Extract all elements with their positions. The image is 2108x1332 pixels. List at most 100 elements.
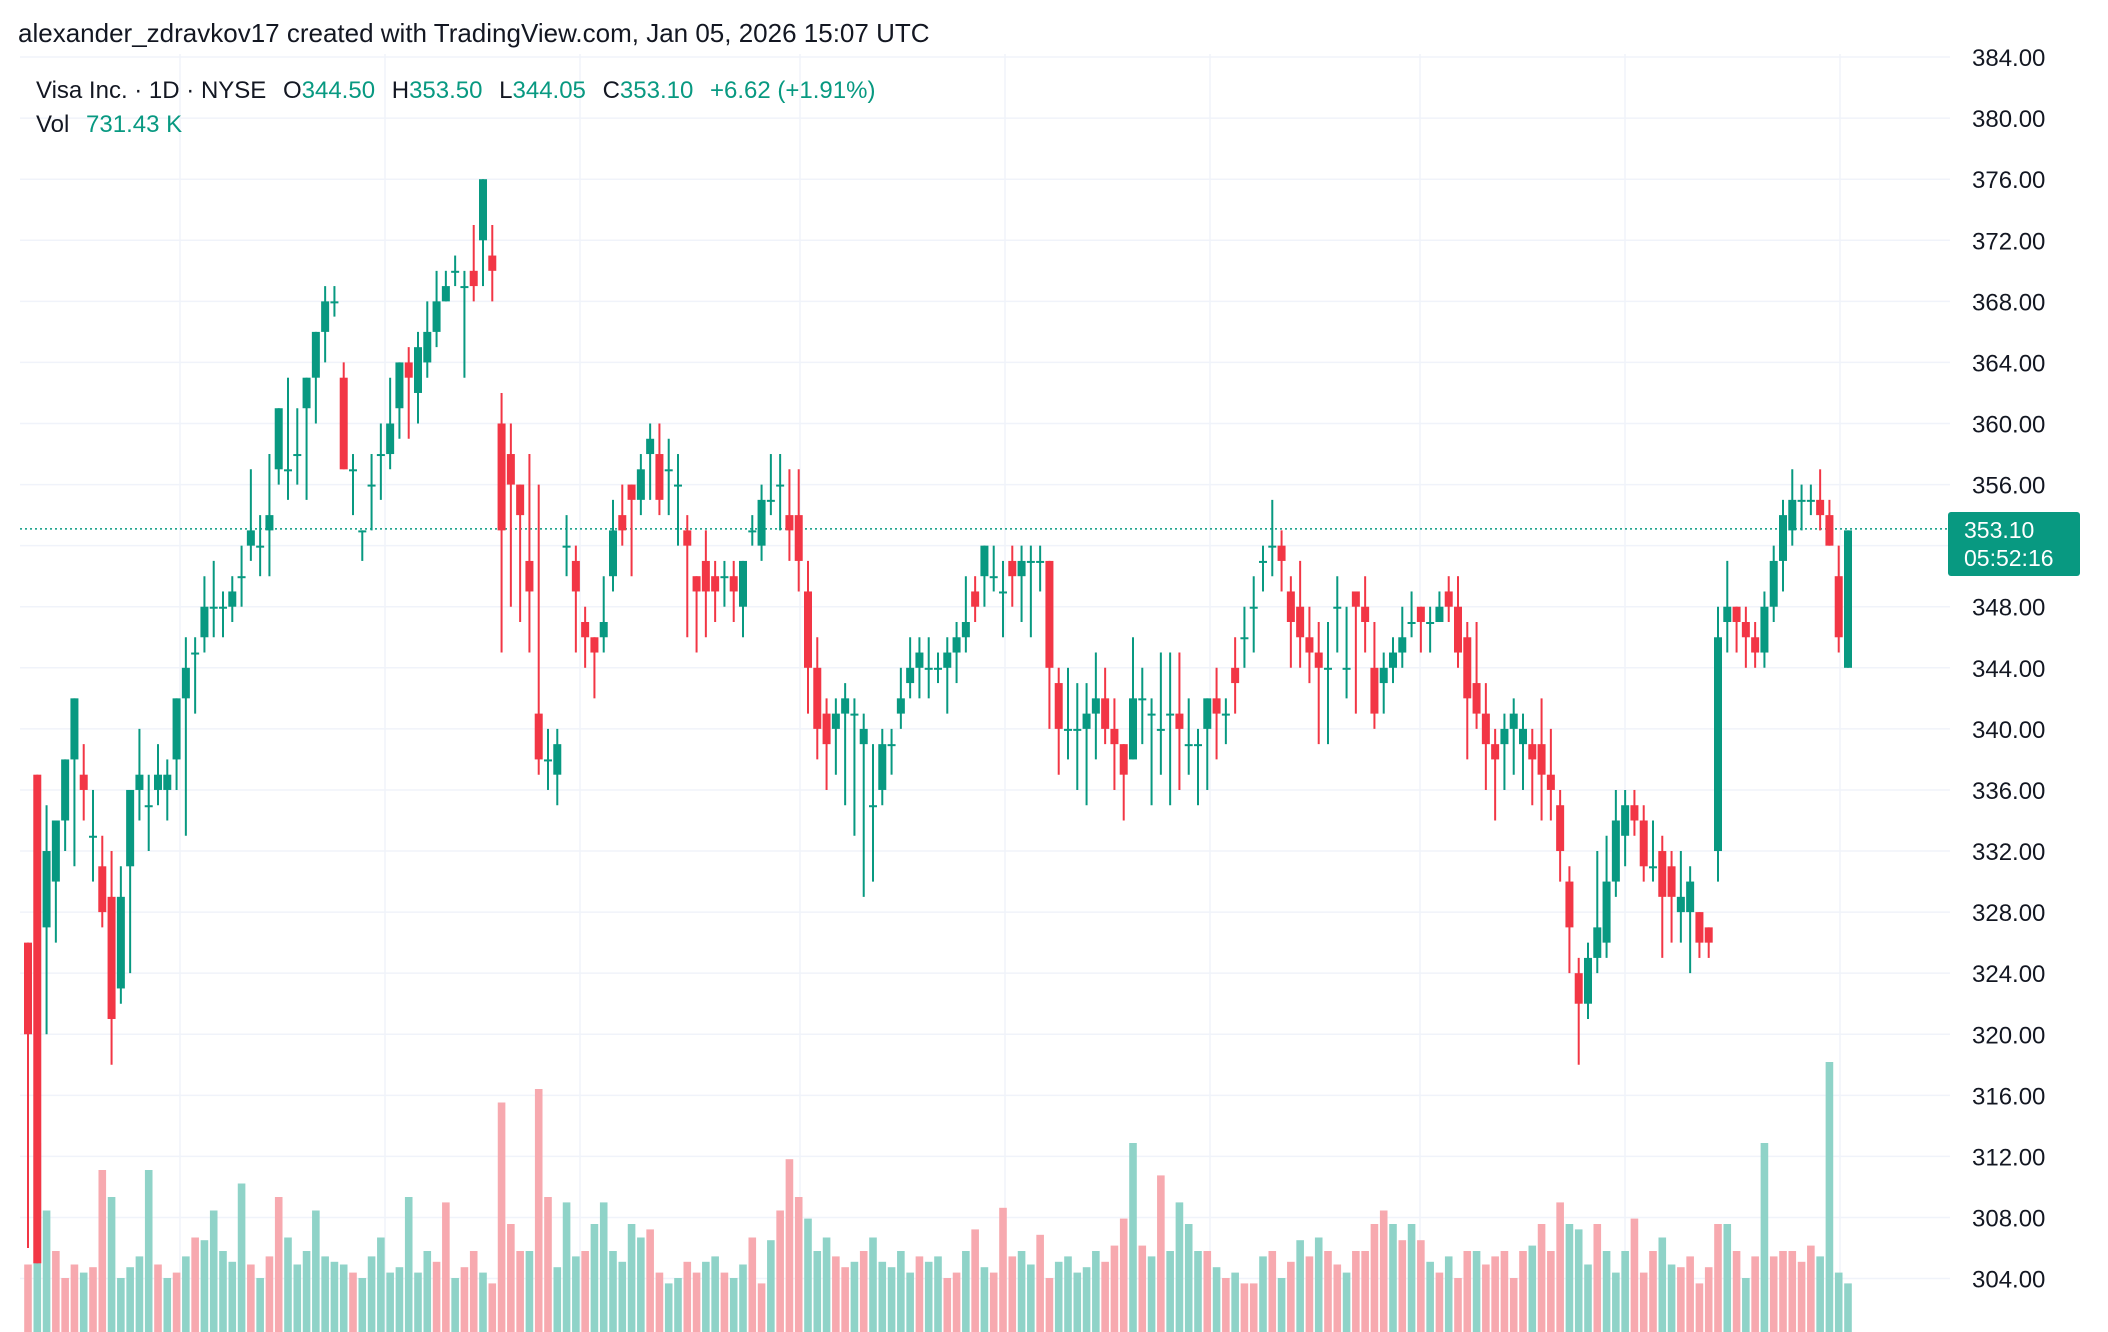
- volume-bar: [609, 1251, 617, 1332]
- candle-body: [506, 454, 515, 485]
- volume-bar: [191, 1237, 199, 1332]
- candle-body: [70, 698, 79, 760]
- close-label: C: [602, 77, 620, 104]
- volume-bar: [256, 1278, 264, 1332]
- volume-bar: [1723, 1224, 1732, 1332]
- candle-body: [1416, 606, 1425, 622]
- candle-body: [24, 942, 32, 1035]
- volume-bar: [488, 1283, 497, 1332]
- volume-bar: [794, 1197, 803, 1332]
- candle-body: [367, 484, 376, 487]
- volume-bar: [1249, 1283, 1258, 1332]
- volume-bar: [1556, 1202, 1564, 1332]
- candle-body: [822, 713, 831, 745]
- volume-bar: [98, 1170, 107, 1332]
- candle-body: [1091, 698, 1100, 714]
- candle-body: [209, 606, 218, 609]
- volume-bar: [293, 1264, 302, 1332]
- y-tick-label: 304.00: [1972, 1267, 2045, 1294]
- volume-bar: [144, 1170, 153, 1332]
- candle-body: [841, 698, 850, 714]
- volume-bar: [209, 1210, 218, 1332]
- candle-body: [1602, 881, 1611, 943]
- candle-body: [1611, 820, 1620, 882]
- volume-bar: [497, 1102, 506, 1332]
- volume-bar: [89, 1267, 97, 1332]
- y-tick-label: 344.00: [1972, 656, 2045, 683]
- volume-bar: [1426, 1261, 1434, 1332]
- candle-body: [1398, 637, 1407, 653]
- candle-body: [544, 759, 552, 762]
- candle-body: [1194, 744, 1202, 747]
- volume-bar: [70, 1264, 79, 1332]
- candle-body: [1509, 713, 1518, 729]
- volume-bar: [1807, 1245, 1815, 1332]
- volume-bar: [1119, 1218, 1128, 1332]
- candle-body: [571, 560, 580, 592]
- candle-body: [924, 667, 933, 670]
- volume-bar: [1129, 1143, 1137, 1332]
- y-tick-label: 316.00: [1972, 1083, 2045, 1110]
- volume-bar: [1491, 1256, 1499, 1332]
- candle-body: [376, 454, 385, 457]
- candle-body: [358, 530, 367, 533]
- volume-bar: [247, 1264, 255, 1332]
- volume-value: 731.43 K: [86, 111, 183, 138]
- volume-bar: [1630, 1218, 1639, 1332]
- candle-body: [683, 530, 692, 546]
- volume-bar: [321, 1256, 329, 1332]
- candle-body: [1184, 744, 1193, 747]
- candle-body: [144, 805, 153, 808]
- candle-body: [1156, 728, 1165, 731]
- volume-bar: [61, 1278, 69, 1332]
- candle-body: [386, 423, 395, 455]
- volume-bar: [1463, 1251, 1472, 1332]
- volume-bar: [1537, 1224, 1546, 1332]
- candle-body: [135, 774, 144, 790]
- volume-bar: [1027, 1264, 1035, 1332]
- volume-bar: [451, 1278, 459, 1332]
- volume-bar: [1500, 1251, 1509, 1332]
- volume-bar: [182, 1256, 190, 1332]
- y-tick-label: 368.00: [1972, 289, 2045, 316]
- candle-body: [878, 744, 887, 790]
- volume-bar: [1649, 1251, 1657, 1332]
- close-value: 353.10: [619, 77, 694, 104]
- candle-body: [1166, 713, 1175, 716]
- symbol-label[interactable]: Visa Inc. · 1D · NYSE: [36, 77, 267, 104]
- candle-body: [1333, 606, 1342, 609]
- volume-bar: [1779, 1251, 1787, 1332]
- candle-body: [1435, 606, 1444, 622]
- candle-body: [1676, 896, 1685, 913]
- volume-bar: [637, 1237, 645, 1332]
- candle-body: [896, 698, 905, 714]
- candle-body: [488, 255, 497, 271]
- volume-bar: [952, 1272, 961, 1332]
- volume-bar: [1509, 1278, 1518, 1332]
- watermark-header: alexander_zdravkov17 created with Tradin…: [18, 18, 930, 48]
- candle-body: [943, 652, 952, 668]
- volume-bar: [1324, 1251, 1332, 1332]
- volume-bar: [1686, 1256, 1694, 1332]
- candle-body: [915, 652, 924, 668]
- candle-body: [1658, 851, 1667, 897]
- volume-bar: [1064, 1256, 1072, 1332]
- volume-bar: [107, 1197, 116, 1332]
- candle-body: [1834, 576, 1843, 638]
- volume-bar: [813, 1251, 822, 1332]
- candle-body: [154, 774, 162, 790]
- volume-bar: [702, 1261, 710, 1332]
- candle-body: [441, 286, 450, 302]
- candle-body: [414, 347, 422, 393]
- candle-body: [1212, 698, 1221, 714]
- candle-body: [692, 576, 701, 592]
- candle-body: [1491, 744, 1500, 760]
- candle-body: [1129, 698, 1137, 760]
- candle-body: [1370, 667, 1379, 714]
- candle-body: [739, 560, 747, 607]
- candle-body: [1147, 713, 1156, 716]
- candle-body: [219, 606, 227, 609]
- volume-bar: [469, 1251, 478, 1332]
- candle-body: [516, 484, 525, 516]
